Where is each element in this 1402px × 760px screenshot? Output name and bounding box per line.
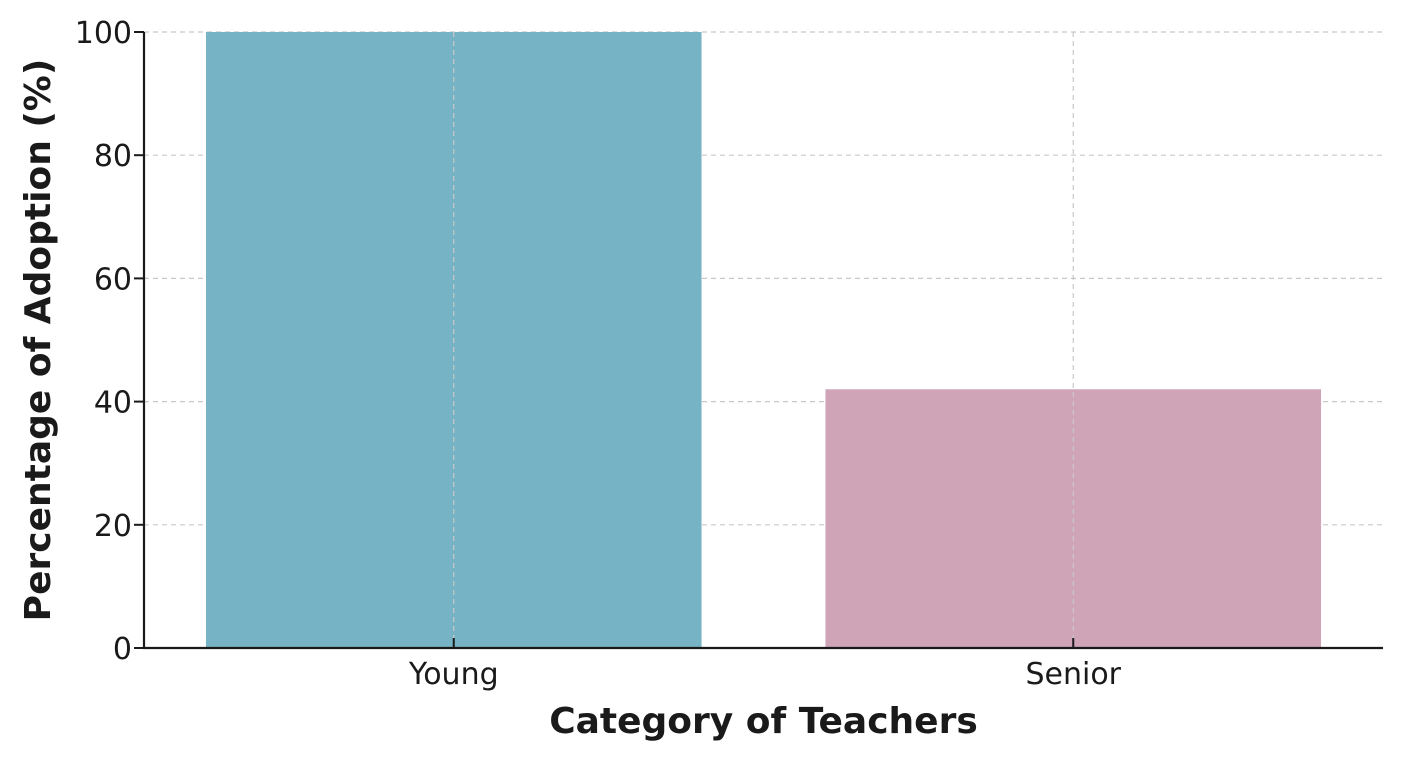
- y-tick-label: 20: [94, 509, 132, 544]
- axes: 0 20 40 60 80 100 Young Senior: [75, 16, 1383, 692]
- y-tick-label: 40: [94, 386, 132, 421]
- bars: [205, 32, 1322, 648]
- y-tick-label: 0: [113, 632, 132, 667]
- x-tick-label: Senior: [1025, 657, 1121, 692]
- x-axis-title: Category of Teachers: [549, 701, 978, 742]
- x-tick-label: Young: [408, 657, 499, 692]
- y-tick-label: 60: [94, 262, 132, 297]
- y-axis-title: Percentage of Adoption (%): [18, 59, 59, 622]
- y-tick-label: 100: [75, 16, 132, 51]
- y-tick-label: 80: [94, 139, 132, 174]
